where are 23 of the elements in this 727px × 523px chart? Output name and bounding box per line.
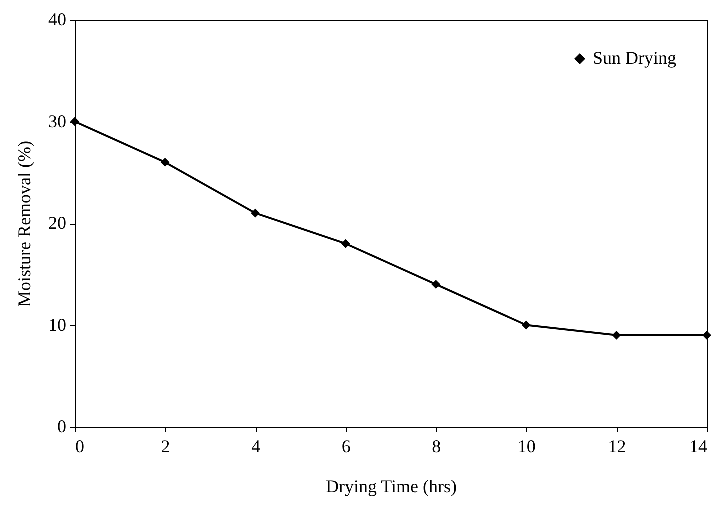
point: [160, 158, 170, 167]
y-tick-label: 10: [48, 314, 66, 335]
x-tick-label: 4: [252, 436, 261, 456]
legend-label: Sun Drying: [593, 48, 677, 68]
x-tick-label: 12: [608, 436, 626, 456]
x-tick-label: 14: [690, 436, 708, 456]
y-tick-label: 40: [48, 10, 66, 30]
x-tick-label: 2: [161, 436, 170, 456]
y-tick-label: 20: [48, 213, 66, 233]
x-axis-title: Drying Time (hrs): [326, 476, 458, 496]
x-tick-label: 6: [342, 436, 351, 456]
point: [702, 330, 712, 340]
point: [432, 280, 441, 290]
x-tick-label: 10: [518, 436, 536, 456]
y-axis-title: Moisture Removal (%): [14, 141, 34, 307]
y-tick-label: 30: [48, 111, 66, 132]
x-tick-label: 0: [76, 436, 84, 456]
y-tick-label: 0: [58, 416, 66, 436]
point: [612, 330, 622, 340]
point: [251, 208, 260, 218]
x-tick-label: 8: [432, 436, 442, 456]
point: [522, 320, 531, 330]
point: [341, 239, 350, 248]
